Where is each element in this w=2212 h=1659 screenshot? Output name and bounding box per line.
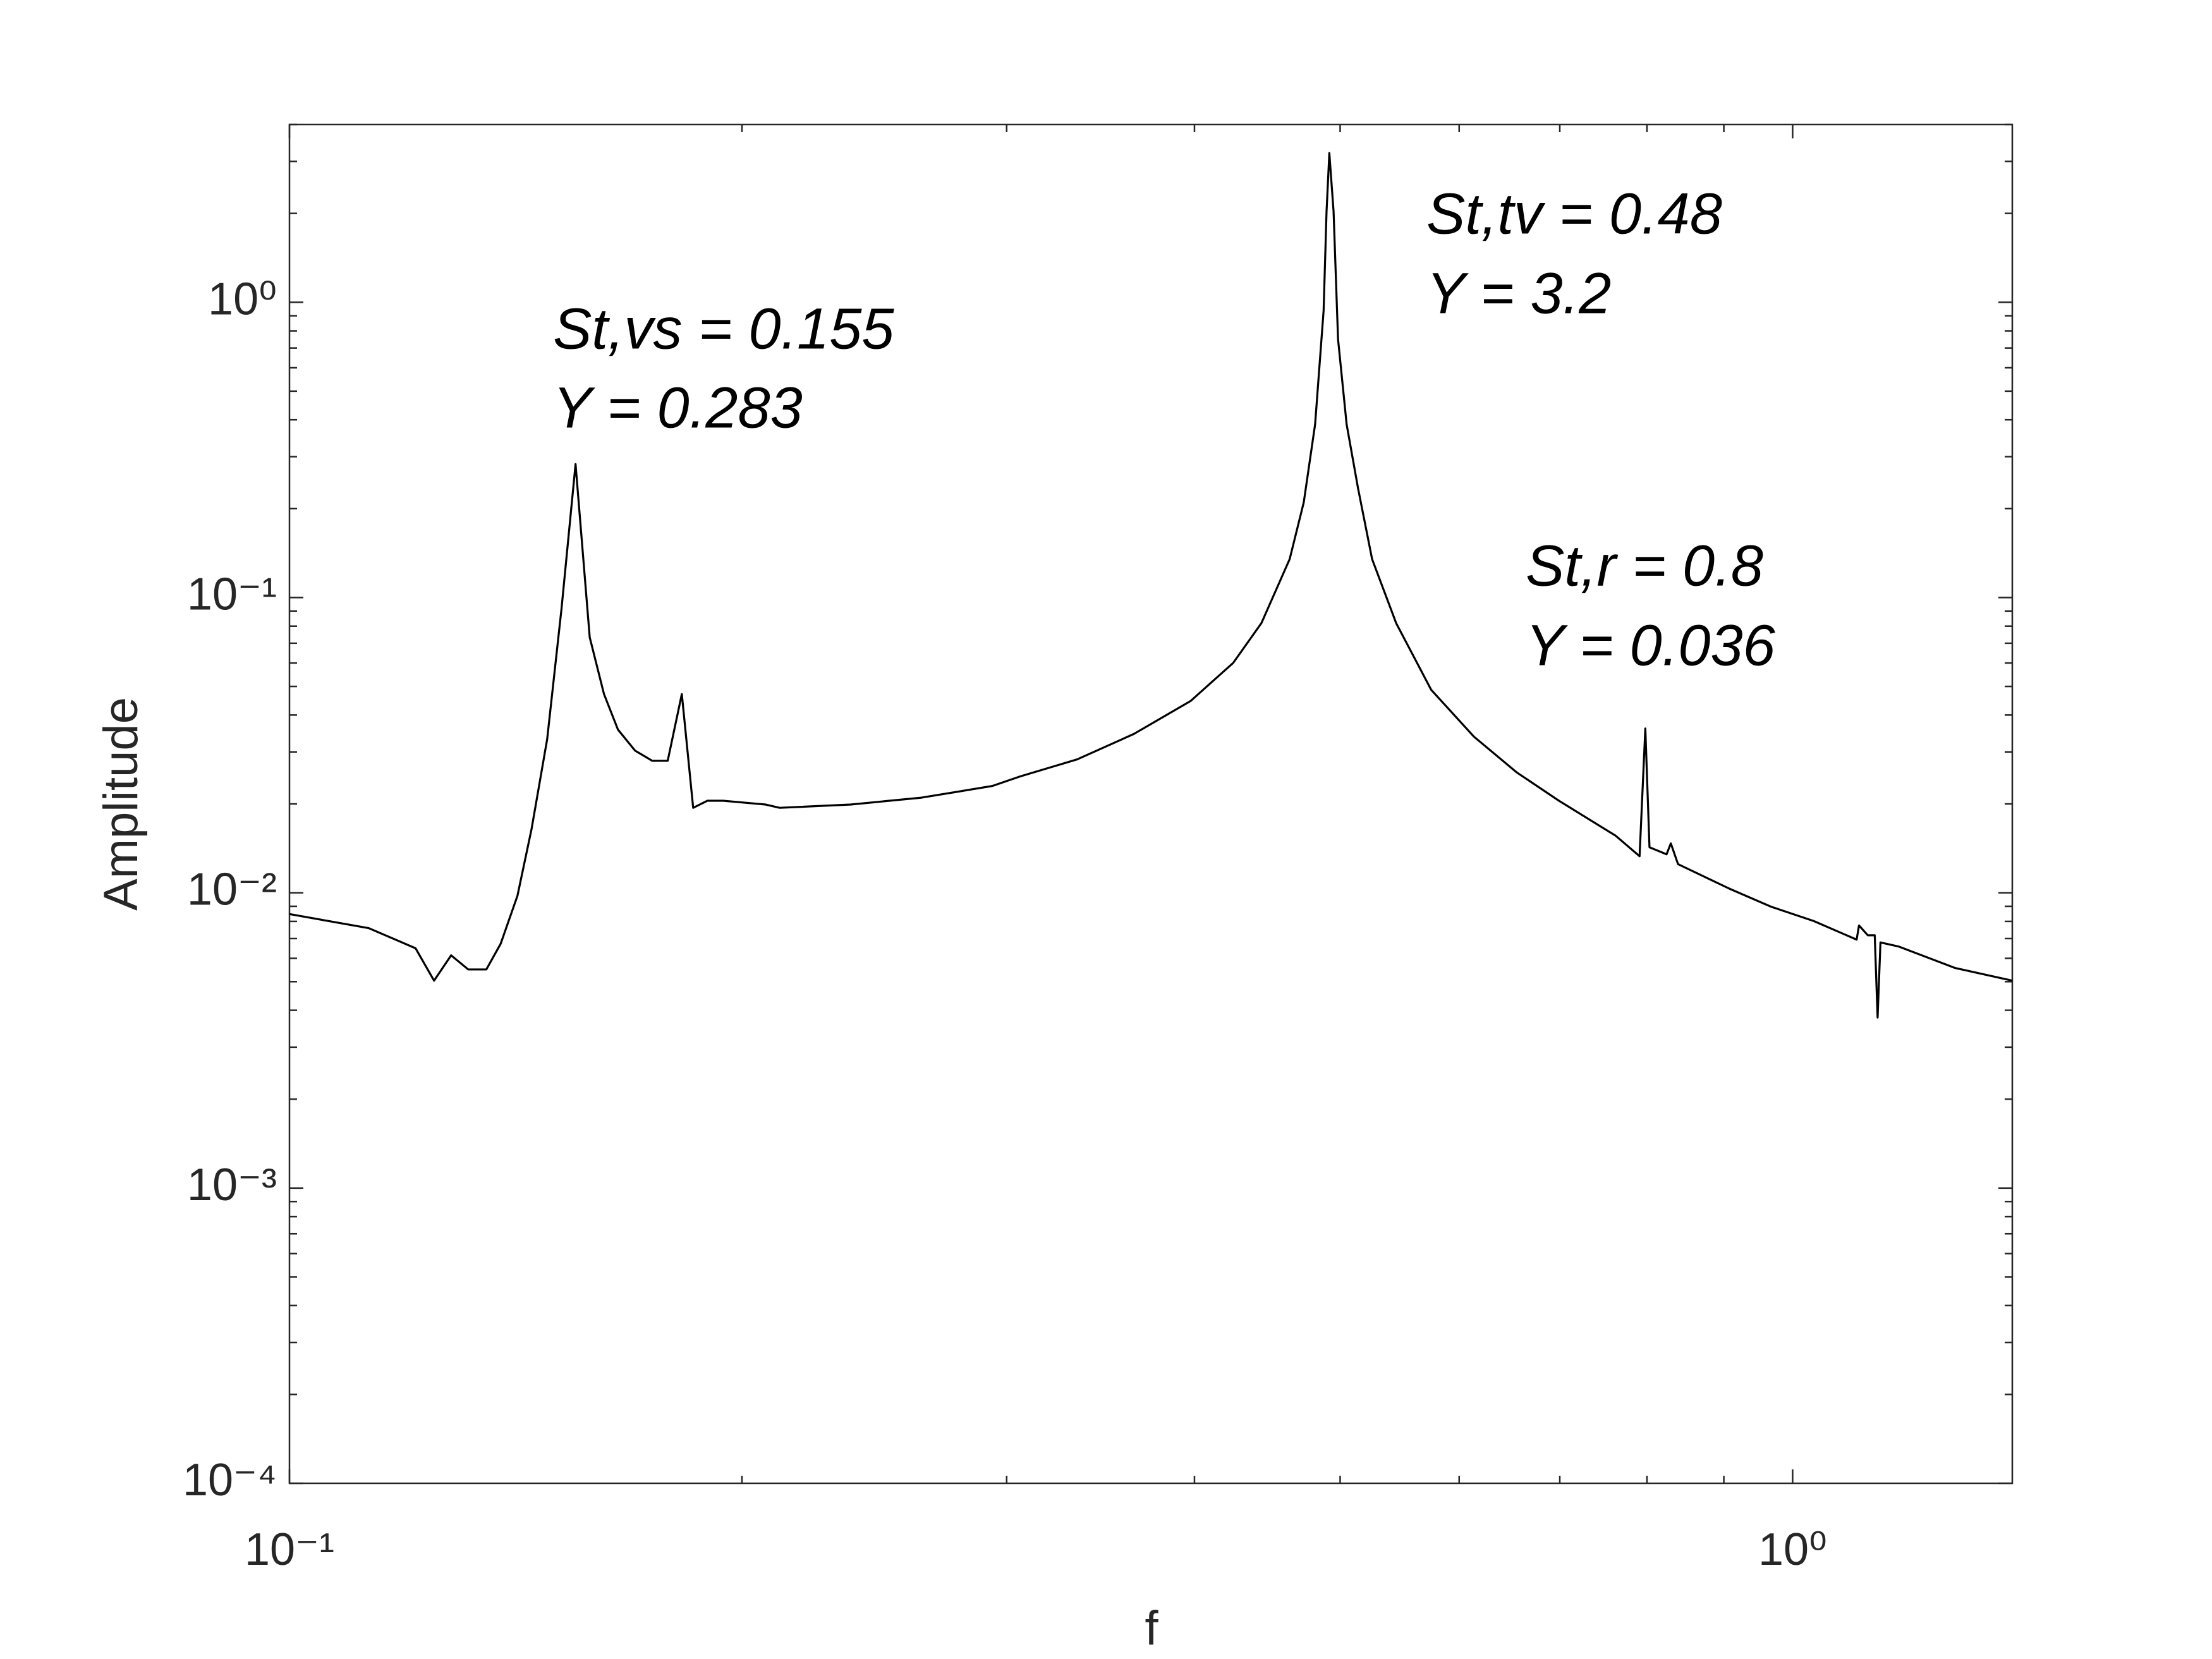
plot-frame [288, 123, 2014, 1485]
y-tick-label: 10⁻⁴ [183, 1455, 277, 1505]
y-axis-title: Amplitude [94, 697, 148, 911]
data-line [289, 152, 2013, 1019]
annotation: Y = 0.036 [1526, 613, 1776, 678]
annotation: Y = 0.283 [553, 375, 803, 440]
y-tick-label: 10⁰ [208, 274, 277, 324]
annotation: St,r = 0.8 [1526, 533, 1763, 598]
annotation: Y = 3.2 [1426, 261, 1611, 325]
x-tick-label: 10⁻¹ [245, 1524, 334, 1575]
y-tick-label: 10⁻³ [187, 1160, 277, 1210]
annotation: St,tv = 0.48 [1426, 181, 1722, 246]
annotation: St,vs = 0.155 [553, 296, 894, 361]
y-tick-label: 10⁻² [187, 865, 277, 915]
y-tick-label: 10⁻¹ [187, 569, 277, 619]
x-tick-label: 10⁰ [1758, 1524, 1827, 1575]
x-axis-title: f [1145, 1601, 1158, 1655]
